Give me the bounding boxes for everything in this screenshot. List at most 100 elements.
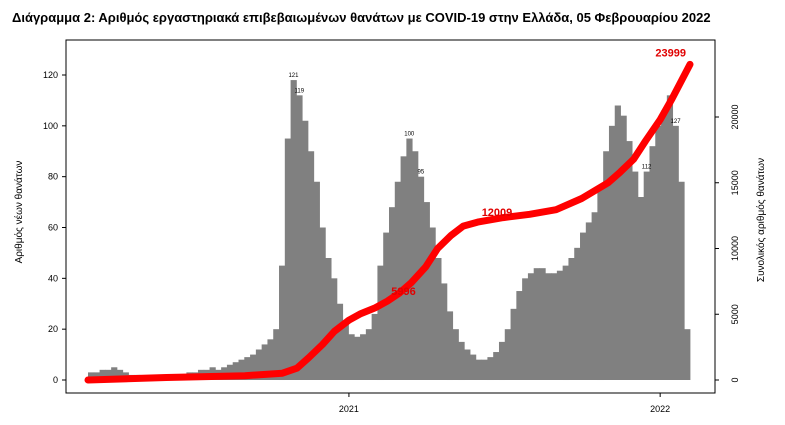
bar [319,227,326,380]
bar [389,207,396,380]
bar [296,95,303,380]
bar [284,138,291,380]
cumulative-line [84,60,694,384]
bar [684,329,691,380]
bar [342,324,349,380]
bar [637,197,645,380]
bar-value-label: 100 [404,132,415,138]
bar-value-label: 119 [294,88,304,94]
y2-tick-label: 20000 [730,104,740,129]
y-tick-label: 20 [48,324,58,334]
y-tick-label: 40 [48,273,58,283]
chart-title: Διάγραμμα 2: Αριθμός εργαστηριακά επιβεβ… [12,10,711,25]
bar [232,362,239,380]
bar [493,352,500,380]
bar [105,369,112,380]
y2-tick-label: 15000 [730,170,740,195]
bar [429,227,436,380]
bar-series [88,80,691,381]
bar [475,359,483,380]
bar [116,369,124,380]
bar [99,369,106,380]
bar [111,367,118,380]
bar [279,265,286,381]
y-axis-label: Αριθμός νέων θανάτων [13,161,25,264]
bar [614,105,621,380]
bar [255,349,263,380]
bar [377,265,384,381]
bar [371,313,378,380]
bar [267,339,274,380]
bar [400,156,407,380]
bar [250,354,257,380]
y-tick-label: 80 [48,172,58,182]
y-axis-left: 0 20 40 60 80 100 120 [43,70,67,385]
bar [591,212,598,380]
line-annotations: 5996 12009 23999 [391,47,686,298]
bar [504,329,511,380]
bar [481,359,488,380]
bar [556,270,564,380]
bar [626,141,633,380]
bar-labels: 121 119 100 95 127 112 [288,73,681,176]
bar [383,232,390,380]
bar [643,171,650,380]
annotation-label: 23999 [655,47,686,59]
bar [603,151,610,380]
bar [539,268,546,380]
bar [302,120,309,380]
bar [666,95,674,380]
bar [261,344,268,380]
bar [238,359,245,380]
bar [458,341,465,381]
bar [360,334,367,380]
bar [585,222,592,380]
bar [307,151,315,380]
bar [597,189,604,381]
y-tick-label: 60 [48,223,58,233]
bar [365,329,373,380]
bar [406,138,413,380]
y2-tick-label: 0 [730,377,740,382]
bar [672,125,679,380]
bar [527,273,535,380]
bar [545,273,552,380]
bar [417,176,425,380]
bar [412,151,419,380]
bar [510,308,517,380]
bar-value-label: 121 [288,73,299,79]
bar [470,354,477,380]
x-axis: 2021 2022 [339,393,670,414]
bar [562,265,569,381]
bar [423,202,430,380]
bar [244,357,251,381]
bar-value-label: 95 [417,170,424,176]
bar [446,311,454,381]
bar [649,146,656,380]
y-tick-label: 100 [43,121,58,131]
annotation-label: 5996 [391,286,415,298]
bar [498,341,506,381]
bar [632,171,639,380]
bar [661,110,668,380]
y2-axis-label: Συνολικός αριθμός θανάτων [755,158,767,282]
bar [568,258,575,380]
bar [226,364,234,380]
bar [464,349,471,380]
bar-value-label: 112 [642,165,652,171]
bar [655,125,662,380]
bar [533,268,540,380]
y-tick-label: 0 [53,375,58,385]
bar [620,115,627,381]
bar [88,372,95,381]
bar [336,303,344,380]
bar [580,232,587,380]
x-tick-label: 2022 [650,404,670,414]
bar [522,278,529,380]
y2-tick-label: 5000 [730,304,740,324]
annotation-label: 12009 [482,207,513,219]
bar [290,80,297,380]
bar [394,181,401,380]
bar [516,291,523,380]
